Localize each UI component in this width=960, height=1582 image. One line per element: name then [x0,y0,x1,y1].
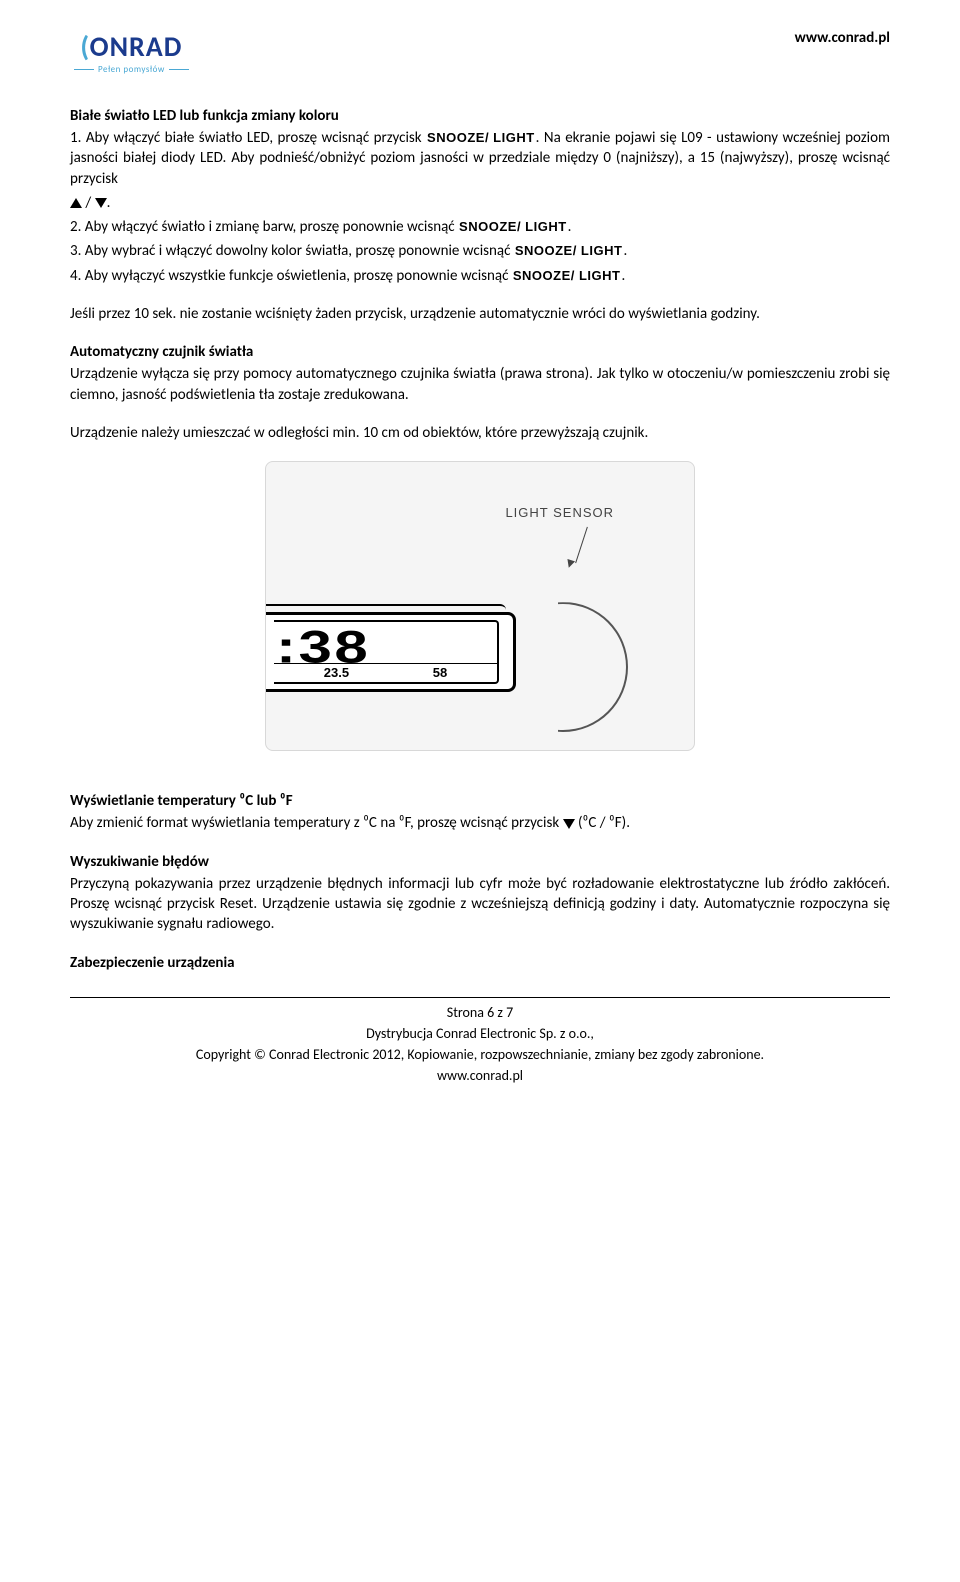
device-dome [498,602,628,732]
heading-safety: Zabezpieczenie urządzenia [70,953,890,973]
lcd-humidity: 58 [433,664,447,682]
heading-led: Białe światło LED lub funkcja zmiany kol… [70,106,890,126]
page-footer: Strona 6 z 7 Dystrybucja Conrad Electron… [70,997,890,1086]
temperature-text-a: Aby zmienić format wyświetlania temperat… [70,814,563,832]
lcd-temp: 23.5 [324,664,349,682]
snooze-light-button: SNOOZE/ LIGHT [458,218,568,236]
temperature-text-b: (⁰C / ⁰F). [578,814,630,832]
section-led: Białe światło LED lub funkcja zmiany kol… [70,106,890,286]
lcd-bottom-row: 23.5 58 [274,663,497,682]
dot-2: . [568,218,572,236]
triangle-down-icon [563,819,575,829]
light-sensor-label: LIGHT SENSOR [505,504,614,522]
heading-temperature: Wyświetlanie temperatury ⁰C lub ⁰F [70,791,890,811]
item-1-text-a: 1. Aby włączyć białe światło LED, proszę… [70,129,426,147]
triangle-up-icon [70,198,82,208]
section-troubleshoot: Wyszukiwanie błędów Przyczyną pokazywani… [70,852,890,935]
distance-text: Urządzenie należy umieszczać w odległośc… [70,423,890,443]
header-url: www.conrad.pl [795,28,890,48]
footer-line2: Copyright © Conrad Electronic 2012, Kopi… [70,1046,890,1065]
dot-3: . [623,242,627,260]
figure-wrap: LIGHT SENSOR :38 23.5 58 [70,461,890,751]
snooze-light-button: SNOOZE/ LIGHT [426,129,536,147]
footer-line1: Dystrybucja Conrad Electronic Sp. z o.o.… [70,1025,890,1044]
logo-text: ONRAD [90,29,183,64]
item-1-triangles: / . [70,193,890,213]
dot-4: . [621,267,625,285]
temperature-body: Aby zmienić format wyświetlania temperat… [70,813,890,833]
heading-lightsensor: Automatyczny czujnik światła [70,342,890,362]
device-top-edge [266,604,506,610]
snooze-light-button: SNOOZE/ LIGHT [514,242,624,260]
snooze-light-button: SNOOZE/ LIGHT [512,267,622,285]
footer-line3: www.conrad.pl [70,1067,890,1086]
page-header: (ONRAD Pełen pomysłów www.conrad.pl [70,28,890,76]
arrow-head-icon [565,559,575,569]
lcd-display: :38 23.5 58 [274,620,499,684]
slash-sep: / [82,194,95,212]
heading-troubleshoot: Wyszukiwanie błędów [70,852,890,872]
item-4-text: 4. Aby wyłączyć wszystkie funkcje oświet… [70,267,512,285]
logo: (ONRAD Pełen pomysłów [70,28,193,76]
triangle-down-icon [95,198,107,208]
item-2: 2. Aby włączyć światło i zmianę barw, pr… [70,217,890,237]
item-3-text: 3. Aby wybrać i włączyć dowolny kolor św… [70,242,514,260]
troubleshoot-body: Przyczyną pokazywania przez urządzenie b… [70,874,890,935]
logo-paren: ( [80,29,89,64]
dot-1: . [107,194,111,212]
item-2-text: 2. Aby włączyć światło i zmianę barw, pr… [70,218,458,236]
footer-page: Strona 6 z 7 [70,1004,890,1023]
device-figure: LIGHT SENSOR :38 23.5 58 [265,461,695,751]
timeout-text: Jeśli przez 10 sek. nie zostanie wciśnię… [70,304,890,324]
arrow-line-icon [575,527,588,563]
paragraph-distance: Urządzenie należy umieszczać w odległośc… [70,423,890,443]
item-4: 4. Aby wyłączyć wszystkie funkcje oświet… [70,266,890,286]
paragraph-timeout: Jeśli przez 10 sek. nie zostanie wciśnię… [70,304,890,324]
section-lightsensor: Automatyczny czujnik światła Urządzenie … [70,342,890,405]
lightsensor-body: Urządzenie wyłącza się przy pomocy autom… [70,364,890,405]
item-3: 3. Aby wybrać i włączyć dowolny kolor św… [70,241,890,261]
item-1: 1. Aby włączyć białe światło LED, proszę… [70,128,890,189]
logo-subtext: Pełen pomysłów [70,64,193,76]
device-illustration: :38 23.5 58 [266,602,526,704]
section-safety: Zabezpieczenie urządzenia [70,953,890,973]
section-temperature: Wyświetlanie temperatury ⁰C lub ⁰F Aby z… [70,791,890,834]
logo-main: (ONRAD [80,28,182,66]
